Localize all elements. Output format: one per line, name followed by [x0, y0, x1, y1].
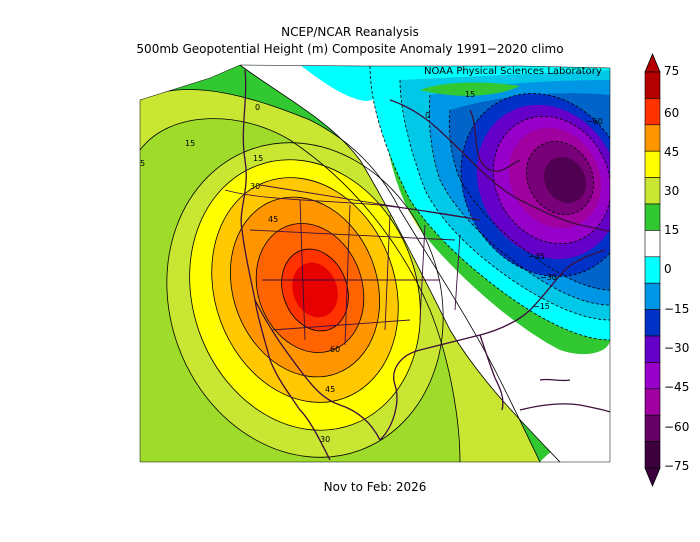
- colorbar-swatch: [644, 124, 661, 152]
- colorbar-swatch: [644, 282, 661, 310]
- contour-label: 0: [425, 111, 430, 120]
- colorbar-tick-label: −30: [664, 341, 690, 355]
- period-text: Nov to Feb: 2026: [323, 480, 427, 494]
- colorbar-swatch: [644, 71, 661, 99]
- colorbar-swatch: [644, 388, 661, 416]
- colorbar-swatch: [644, 441, 661, 469]
- contour-label: 5: [140, 159, 145, 168]
- colorbar-tick-label: −75: [664, 459, 690, 473]
- colorbar-tick-label: 15: [664, 223, 680, 237]
- contour-label: −30: [540, 273, 557, 282]
- contour-label: 30: [320, 435, 330, 444]
- colorbar-tick-label: 0: [664, 262, 672, 276]
- contour-label: 15: [185, 139, 195, 148]
- anomaly-zero-band: [240, 65, 610, 462]
- credit-text: NOAA Physical Sciences Laboratory: [424, 66, 602, 77]
- colorbar-tick-label: −15: [664, 302, 690, 316]
- colorbar-swatch: [644, 177, 661, 205]
- contour-label: 45: [268, 215, 278, 224]
- contour-label: 60: [330, 345, 340, 354]
- colorbar-swatch: [644, 256, 661, 284]
- coastlines: [240, 69, 610, 461]
- colorbar-swatch: [644, 335, 661, 363]
- colorbar-swatch: [644, 414, 661, 442]
- small-negative-patch: [240, 65, 377, 101]
- contour-label: −60: [586, 117, 603, 126]
- colorbar: [644, 52, 661, 488]
- small-positive-patch: [420, 82, 520, 96]
- colorbar-swatch: [644, 230, 661, 258]
- colorbar-swatch: [644, 362, 661, 390]
- map-panel: [140, 65, 610, 462]
- colorbar-tick-label: 75: [664, 64, 680, 78]
- figure-title: NCEP/NCAR Reanalysis: [281, 25, 419, 39]
- colorbar-tick-label: 45: [664, 145, 680, 159]
- contour-label: −15: [533, 302, 550, 311]
- contour-label: −45: [528, 252, 545, 261]
- figure-subtitle: 500mb Geopotential Height (m) Composite …: [136, 42, 564, 56]
- contour-label: 15: [253, 154, 263, 163]
- colorbar-tick-label: 30: [664, 184, 680, 198]
- contour-label: 15: [465, 90, 475, 99]
- colorbar-tick-label: 60: [664, 106, 680, 120]
- contour-label: 45: [325, 385, 335, 394]
- colorbar-swatch: [644, 98, 661, 126]
- colorbar-tick-label: −45: [664, 380, 690, 394]
- contour-label: 0: [255, 103, 260, 112]
- colorbar-tick-label: −60: [664, 420, 690, 434]
- contour-label: 30: [250, 182, 260, 191]
- colorbar-swatch: [644, 309, 661, 337]
- anomaly-zero-band-south: [540, 436, 610, 462]
- colorbar-arrow-top: [644, 52, 661, 73]
- trough-core: [543, 156, 587, 204]
- colorbar-swatch: [644, 150, 661, 178]
- colorbar-arrow-bottom: [644, 467, 661, 488]
- contour-lines: [140, 65, 561, 462]
- colorbar-swatch: [644, 203, 661, 231]
- map-frame: [139, 64, 611, 463]
- contour-label-group: 15 0 15 0 −60 15 30 45 60 −45 −30 −15 60…: [140, 90, 603, 444]
- political-borders: [224, 184, 481, 346]
- negative-contour-lines: [369, 65, 610, 341]
